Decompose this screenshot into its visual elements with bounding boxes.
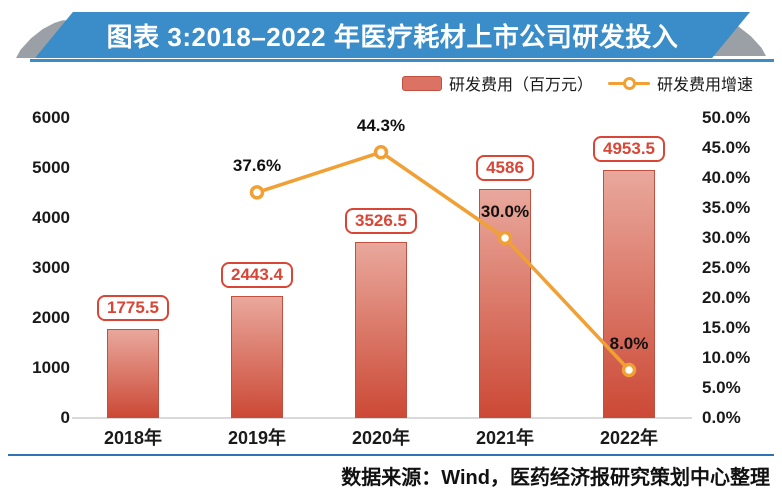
y-axis-left-tick-label: 6000 [32,108,70,127]
y-axis-right-tick-label: 20.0% [702,288,751,307]
y-axis-right-tick-label: 45.0% [702,138,751,157]
x-axis-category-label: 2022年 [599,428,659,448]
growth-rate-label: 44.3% [356,116,406,136]
title-banner: 图表 3:2018–2022 年医疗耗材上市公司研发投入 [35,12,750,58]
y-axis-right-tick-label: 10.0% [702,348,751,367]
chart-legend: 研发费用（百万元） 研发费用增速 [402,71,753,95]
y-axis-left-tick-label: 1000 [32,358,70,377]
data-source-note: 数据来源：Wind，医药经济报研究策划中心整理 [341,467,770,489]
y-axis-left-tick-label: 2000 [32,308,70,327]
y-axis-right-tick-label: 15.0% [702,318,751,337]
banner-underline [30,59,774,62]
bar-2020年 [355,241,407,418]
y-axis-right-tick-label: 5.0% [702,378,741,397]
y-axis-left-tick-label: 4000 [32,208,70,227]
x-axis-category-label: 2021年 [475,428,535,448]
bar-series-swatch-icon [402,75,442,91]
x-axis-category-label: 2019年 [227,428,287,448]
y-axis-left-tick-label: 3000 [32,258,70,277]
x-axis-category-label: 2020年 [351,428,411,448]
growth-rate-label: 37.6% [232,156,282,176]
line-point-marker [373,144,389,160]
y-axis-right-tick-label: 30.0% [702,228,751,247]
bar-value-label: 1775.5 [97,295,169,322]
y-axis-left-tick-label: 5000 [32,158,70,177]
y-axis-right-tick-label: 50.0% [702,108,751,127]
bar-2021年 [479,188,531,418]
y-axis-right-tick-label: 40.0% [702,168,751,187]
bar-2018年 [107,329,159,418]
bar-value-label: 4953.5 [593,136,665,163]
y-axis-right-tick-label: 25.0% [702,258,751,277]
y-axis-left-tick-label: 0 [60,408,70,427]
bar-2019年 [231,295,283,418]
bar-value-label: 4586 [476,154,534,181]
bar-value-label: 2443.4 [221,261,293,288]
growth-rate-label: 8.0% [609,334,649,353]
line-series-marker-icon [608,76,651,90]
y-axis-right-tick-label: 0.0% [702,408,741,427]
line-series-label: 研发费用增速 [657,77,754,94]
y-axis-right-tick-label: 35.0% [702,198,751,217]
growth-rate-label: 30.0% [480,202,530,221]
bar-2022年 [603,170,655,418]
bar-series-label: 研发费用（百万元） [449,77,594,94]
x-axis-category-label: 2018年 [103,428,163,448]
bar-value-label: 3526.5 [345,207,417,234]
line-point-marker [249,185,265,200]
page-title: 图表 3:2018–2022 年医疗耗材上市公司研发投入 [106,21,679,52]
x-axis-baseline [72,417,692,419]
footer-divider [8,454,774,456]
